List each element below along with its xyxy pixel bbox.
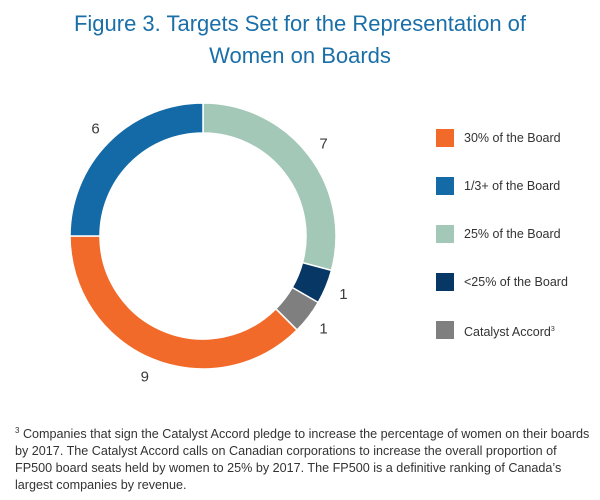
donut-slice	[202, 102, 337, 272]
legend-swatch	[436, 225, 454, 243]
legend-item: <25% of the Board	[436, 271, 600, 319]
legend-footnote-marker: 3	[550, 326, 555, 333]
legend-item: 25% of the Board	[436, 223, 600, 271]
footnote-marker: 3	[15, 426, 20, 435]
slice-value-label: 6	[91, 121, 99, 138]
legend-swatch	[436, 273, 454, 291]
legend-swatch	[436, 321, 454, 339]
footnote: 3 Companies that sign the Catalyst Accor…	[15, 422, 590, 494]
legend-label: 30% of the Board	[464, 131, 561, 145]
donut-slice	[69, 235, 299, 370]
legend-item: Catalyst Accord3	[436, 319, 600, 367]
chart-legend: 30% of the Board 1/3+ of the Board 25% o…	[436, 127, 600, 367]
slice-value-label: 7	[319, 135, 327, 152]
slice-value-label: 1	[319, 321, 327, 338]
legend-item: 1/3+ of the Board	[436, 175, 600, 223]
donut-chart: 7 1 1 9 6	[69, 102, 348, 386]
legend-item: 30% of the Board	[436, 127, 600, 175]
slice-value-label: 9	[141, 368, 149, 385]
legend-label: 25% of the Board	[464, 227, 561, 241]
chart-title: Figure 3. Targets Set for the Representa…	[0, 8, 600, 72]
legend-label: 1/3+ of the Board	[464, 179, 561, 193]
donut-slices	[69, 102, 337, 370]
chart-title-line-2: Women on Boards	[209, 43, 391, 68]
legend-swatch	[436, 177, 454, 195]
legend-label: <25% of the Board	[464, 275, 568, 289]
donut-value-labels: 7 1 1 9 6	[91, 121, 347, 386]
legend-label: Catalyst Accord3	[464, 319, 555, 343]
legend-swatch	[436, 129, 454, 147]
slice-value-label: 1	[339, 286, 347, 303]
footnote-text: Companies that sign the Catalyst Accord …	[15, 427, 590, 493]
donut-slice	[69, 102, 204, 237]
legend-label-text: Catalyst Accord	[464, 325, 551, 340]
chart-title-line-1: Figure 3. Targets Set for the Representa…	[73, 11, 527, 36]
